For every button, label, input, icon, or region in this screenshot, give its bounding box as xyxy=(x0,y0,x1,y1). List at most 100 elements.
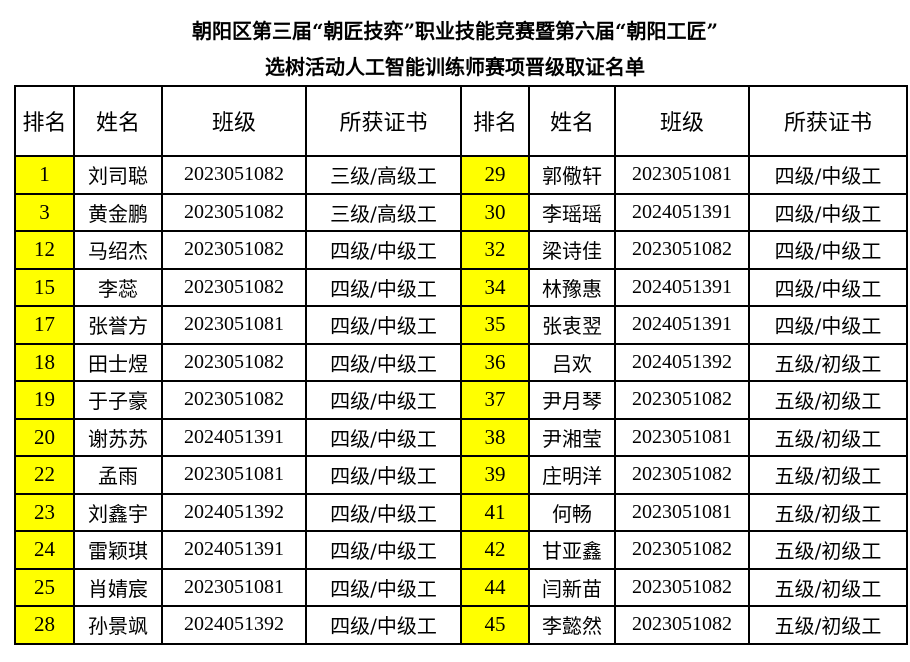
certificate-cell: 四级/中级工 xyxy=(305,605,462,645)
header-name: 姓名 xyxy=(73,85,163,157)
certificate-cell: 三级/高级工 xyxy=(305,155,462,195)
certificate-cell: 四级/中级工 xyxy=(305,417,462,457)
certificate-cell: 三级/高级工 xyxy=(305,192,462,232)
header-class: 班级 xyxy=(614,85,750,157)
rank-cell: 36 xyxy=(460,342,530,382)
class-cell: 2023051081 xyxy=(161,567,307,607)
table-row: 23 刘鑫宇 2024051392 四级/中级工 41 何畅 2023051081 五级/初级… xyxy=(14,492,908,532)
certificate-list-table: 排名 姓名 班级 所获证书 排名 姓名 班级 所获证书 1 刘司聪 20230510… xyxy=(14,85,908,645)
certificate-cell: 五级/初级工 xyxy=(748,380,908,420)
class-cell: 2024051392 xyxy=(614,342,750,382)
rank-cell: 23 xyxy=(14,492,75,532)
certificate-cell: 五级/初级工 xyxy=(748,605,908,645)
certificate-cell: 五级/初级工 xyxy=(748,455,908,495)
certificate-cell: 四级/中级工 xyxy=(305,305,462,345)
header-rank: 排名 xyxy=(460,85,530,157)
class-cell: 2023051082 xyxy=(614,455,750,495)
class-cell: 2023051082 xyxy=(614,605,750,645)
name-cell: 田士煜 xyxy=(73,342,163,382)
table-row: 1 刘司聪 2023051082 三级/高级工 29 郭儆轩 2023051081 四级/中级… xyxy=(14,155,908,195)
certificate-cell: 四级/中级工 xyxy=(305,455,462,495)
header-certificate: 所获证书 xyxy=(748,85,908,157)
name-cell: 于子豪 xyxy=(73,380,163,420)
certificate-cell: 五级/初级工 xyxy=(748,567,908,607)
rank-cell: 44 xyxy=(460,567,530,607)
class-cell: 2024051391 xyxy=(614,267,750,307)
certificate-cell: 四级/中级工 xyxy=(305,342,462,382)
table-row: 3 黄金鹏 2023051082 三级/高级工 30 李瑶瑶 2024051391 四级/中级… xyxy=(14,192,908,232)
table-row: 17 张誉方 2023051081 四级/中级工 35 张衷翌 2024051391 四级/中… xyxy=(14,305,908,345)
rank-cell: 42 xyxy=(460,530,530,570)
rank-cell: 35 xyxy=(460,305,530,345)
name-cell: 李瑶瑶 xyxy=(528,192,616,232)
name-cell: 吕欢 xyxy=(528,342,616,382)
rank-cell: 18 xyxy=(14,342,75,382)
document-title-line-1: 朝阳区第三届“朝匠技弈”职业技能竞赛暨第六届“朝阳工匠” xyxy=(191,19,718,43)
rank-cell: 20 xyxy=(14,417,75,457)
name-cell: 闫新苗 xyxy=(528,567,616,607)
name-cell: 孟雨 xyxy=(73,455,163,495)
rank-cell: 37 xyxy=(460,380,530,420)
table-row: 12 马绍杰 2023051082 四级/中级工 32 梁诗佳 2023051082 四级/中… xyxy=(14,230,908,270)
rank-cell: 32 xyxy=(460,230,530,270)
certificate-cell: 四级/中级工 xyxy=(305,380,462,420)
table-row: 18 田士煜 2023051082 四级/中级工 36 吕欢 2024051392 五级/初级… xyxy=(14,342,908,382)
rank-cell: 24 xyxy=(14,530,75,570)
header-name: 姓名 xyxy=(528,85,616,157)
certificate-cell: 四级/中级工 xyxy=(305,567,462,607)
rank-cell: 39 xyxy=(460,455,530,495)
class-cell: 2024051392 xyxy=(161,492,307,532)
rank-cell: 29 xyxy=(460,155,530,195)
certificate-cell: 四级/中级工 xyxy=(748,155,908,195)
name-cell: 庄明洋 xyxy=(528,455,616,495)
class-cell: 2024051391 xyxy=(614,192,750,232)
certificate-cell: 四级/中级工 xyxy=(305,530,462,570)
table-row: 28 孙景飒 2024051392 四级/中级工 45 李懿然 2023051082 五级/初… xyxy=(14,605,908,645)
name-cell: 刘鑫宇 xyxy=(73,492,163,532)
rank-cell: 19 xyxy=(14,380,75,420)
table-row: 25 肖婧宸 2023051081 四级/中级工 44 闫新苗 2023051082 五级/初… xyxy=(14,567,908,607)
class-cell: 2023051081 xyxy=(614,417,750,457)
certificate-cell: 四级/中级工 xyxy=(305,492,462,532)
name-cell: 尹湘莹 xyxy=(528,417,616,457)
class-cell: 2023051082 xyxy=(614,530,750,570)
table-row: 22 孟雨 2023051081 四级/中级工 39 庄明洋 2023051082 五级/初级… xyxy=(14,455,908,495)
name-cell: 刘司聪 xyxy=(73,155,163,195)
table-row: 24 雷颖琪 2024051391 四级/中级工 42 甘亚鑫 2023051082 五级/初… xyxy=(14,530,908,570)
name-cell: 张誉方 xyxy=(73,305,163,345)
certificate-cell: 五级/初级工 xyxy=(748,492,908,532)
rank-cell: 22 xyxy=(14,455,75,495)
certificate-cell: 四级/中级工 xyxy=(748,267,908,307)
rank-cell: 12 xyxy=(14,230,75,270)
class-cell: 2023051081 xyxy=(614,155,750,195)
rank-cell: 45 xyxy=(460,605,530,645)
document-title-line-2: 选树活动人工智能训练师赛项晋级取证名单 xyxy=(265,55,645,79)
certificate-cell: 四级/中级工 xyxy=(305,230,462,270)
class-cell: 2023051082 xyxy=(161,155,307,195)
rank-cell: 34 xyxy=(460,267,530,307)
rank-cell: 3 xyxy=(14,192,75,232)
class-cell: 2023051082 xyxy=(614,567,750,607)
header-certificate: 所获证书 xyxy=(305,85,462,157)
name-cell: 尹月琴 xyxy=(528,380,616,420)
name-cell: 甘亚鑫 xyxy=(528,530,616,570)
name-cell: 谢苏苏 xyxy=(73,417,163,457)
certificate-cell: 五级/初级工 xyxy=(748,342,908,382)
rank-cell: 17 xyxy=(14,305,75,345)
class-cell: 2024051391 xyxy=(161,530,307,570)
table-row: 15 李蕊 2023051082 四级/中级工 34 林豫惠 2024051391 四级/中级… xyxy=(14,267,908,307)
table-row: 20 谢苏苏 2024051391 四级/中级工 38 尹湘莹 2023051081 五级/初… xyxy=(14,417,908,457)
table-row: 19 于子豪 2023051082 四级/中级工 37 尹月琴 2023051082 五级/初… xyxy=(14,380,908,420)
name-cell: 张衷翌 xyxy=(528,305,616,345)
header-class: 班级 xyxy=(161,85,307,157)
rank-cell: 1 xyxy=(14,155,75,195)
class-cell: 2023051081 xyxy=(161,455,307,495)
name-cell: 李懿然 xyxy=(528,605,616,645)
rank-cell: 41 xyxy=(460,492,530,532)
name-cell: 梁诗佳 xyxy=(528,230,616,270)
class-cell: 2023051082 xyxy=(614,230,750,270)
rank-cell: 30 xyxy=(460,192,530,232)
class-cell: 2023051082 xyxy=(161,192,307,232)
certificate-cell: 四级/中级工 xyxy=(305,267,462,307)
name-cell: 郭儆轩 xyxy=(528,155,616,195)
